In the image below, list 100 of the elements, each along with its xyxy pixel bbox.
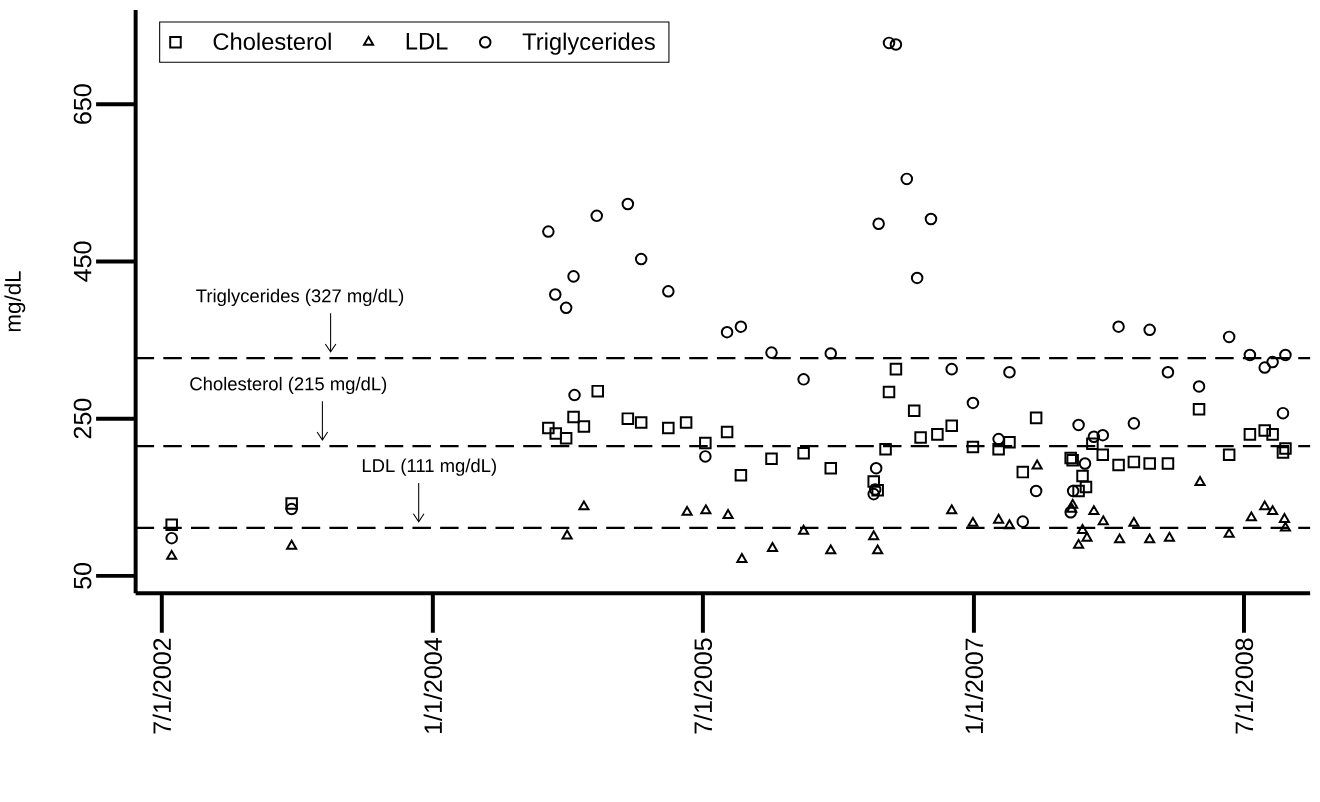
point bbox=[1278, 513, 1291, 524]
point bbox=[907, 404, 921, 418]
point bbox=[734, 320, 748, 334]
x-tick-label: 7/1/2002 bbox=[152, 638, 172, 734]
point bbox=[679, 416, 693, 429]
point bbox=[1031, 459, 1043, 470]
point bbox=[1258, 361, 1271, 374]
y-tick-label: 250 bbox=[73, 398, 92, 439]
point bbox=[966, 440, 980, 454]
y-tick-label: 50 bbox=[73, 563, 92, 589]
point bbox=[1096, 448, 1110, 462]
point bbox=[1243, 428, 1257, 441]
point bbox=[1192, 380, 1206, 393]
point bbox=[824, 347, 838, 360]
point bbox=[946, 504, 958, 515]
point bbox=[824, 462, 838, 475]
point bbox=[165, 531, 178, 545]
point bbox=[165, 518, 178, 532]
point bbox=[867, 475, 880, 488]
ref-line-label: Triglycerides (327 mg/dL) bbox=[196, 288, 404, 307]
point bbox=[662, 285, 675, 298]
point bbox=[590, 209, 604, 223]
point bbox=[1258, 424, 1271, 437]
point bbox=[1114, 533, 1126, 544]
point bbox=[1003, 519, 1016, 530]
point bbox=[1223, 528, 1235, 538]
point bbox=[869, 462, 883, 475]
point bbox=[1161, 366, 1175, 379]
point bbox=[1073, 539, 1085, 549]
point bbox=[1279, 521, 1291, 532]
point bbox=[542, 225, 555, 238]
point bbox=[549, 288, 562, 301]
y-axis-title: mg/dL bbox=[4, 271, 26, 332]
point bbox=[914, 431, 927, 444]
point bbox=[1066, 502, 1078, 513]
point bbox=[567, 270, 580, 283]
point bbox=[992, 443, 1005, 456]
point bbox=[867, 487, 880, 501]
point bbox=[1243, 348, 1257, 362]
point bbox=[634, 416, 648, 429]
point bbox=[1163, 531, 1175, 542]
point bbox=[720, 326, 734, 339]
point bbox=[966, 396, 980, 410]
point bbox=[900, 172, 914, 186]
point bbox=[1081, 531, 1093, 542]
point bbox=[634, 252, 648, 266]
point bbox=[931, 428, 944, 441]
point bbox=[1276, 446, 1290, 459]
point bbox=[561, 529, 573, 540]
point bbox=[681, 506, 693, 516]
point bbox=[924, 212, 938, 226]
x-tick-label: 1/1/2004 bbox=[423, 638, 443, 734]
point bbox=[559, 432, 573, 445]
x-tick-label: 7/1/2005 bbox=[693, 638, 713, 734]
point bbox=[1143, 323, 1156, 337]
point bbox=[621, 197, 635, 211]
ref-line-label: LDL (111 mg/dL) bbox=[362, 458, 496, 476]
point bbox=[568, 388, 581, 402]
point bbox=[577, 420, 591, 433]
point bbox=[1276, 407, 1290, 420]
point bbox=[1003, 436, 1016, 449]
point bbox=[1097, 515, 1109, 526]
point bbox=[993, 513, 1005, 524]
point bbox=[1127, 455, 1141, 469]
point bbox=[286, 539, 298, 550]
point bbox=[765, 452, 778, 466]
point bbox=[722, 509, 734, 520]
point bbox=[798, 524, 810, 535]
point bbox=[285, 497, 298, 510]
point bbox=[1076, 469, 1089, 483]
point bbox=[967, 517, 979, 527]
point bbox=[621, 412, 635, 426]
point bbox=[1266, 428, 1279, 441]
point bbox=[1016, 515, 1030, 528]
legend-label: Triglycerides bbox=[522, 32, 655, 55]
legend-label: LDL bbox=[406, 33, 448, 50]
point bbox=[910, 271, 924, 285]
point bbox=[1029, 411, 1043, 425]
point bbox=[1016, 465, 1030, 479]
point bbox=[1259, 500, 1271, 511]
point bbox=[1267, 505, 1279, 516]
point bbox=[1029, 484, 1043, 498]
point bbox=[797, 447, 810, 460]
point bbox=[1192, 403, 1206, 416]
point bbox=[882, 36, 896, 50]
point bbox=[1088, 505, 1100, 516]
y-tick-label: 650 bbox=[73, 84, 92, 124]
point bbox=[766, 542, 779, 553]
point bbox=[549, 427, 563, 440]
point bbox=[889, 362, 903, 376]
point bbox=[542, 421, 555, 435]
point bbox=[868, 530, 880, 541]
point bbox=[1279, 348, 1292, 362]
point bbox=[1096, 429, 1110, 442]
point bbox=[285, 502, 298, 516]
point bbox=[699, 450, 712, 463]
point bbox=[1078, 457, 1092, 470]
point bbox=[825, 544, 837, 555]
y-tick-label: 450 bbox=[73, 241, 92, 282]
point bbox=[567, 410, 580, 424]
